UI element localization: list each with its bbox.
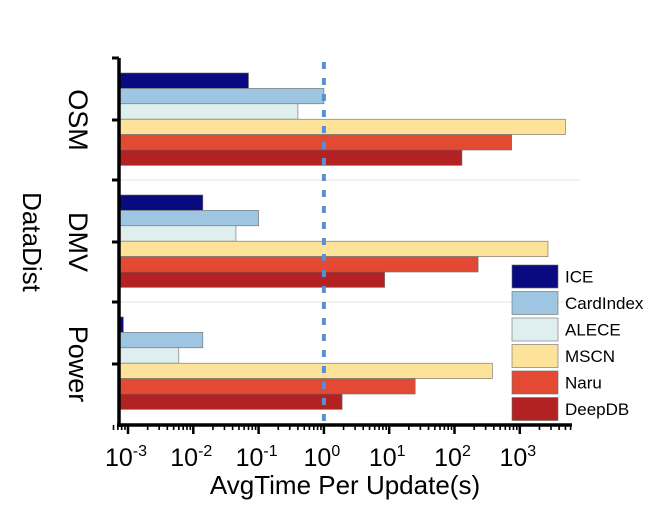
- legend-swatch-alece: [511, 317, 559, 342]
- bar-ice-osm: [118, 72, 249, 89]
- bar-cardindex-power: [118, 332, 204, 349]
- y-category-label-dmv: DMV: [63, 212, 93, 272]
- legend-label-alece: ALECE: [565, 321, 621, 340]
- legend-label-cardindex: CardIndex: [565, 294, 644, 313]
- bar-mscn-osm: [118, 118, 566, 135]
- x-tick-label: 10-3: [105, 443, 147, 472]
- x-ticks: 10-3 10-2 10-1 100 101 102 103: [105, 425, 572, 472]
- bar-naru-power: [118, 378, 416, 395]
- legend-label-mscn: MSCN: [565, 347, 615, 366]
- legend-swatch-cardindex: [511, 291, 559, 315]
- x-tick-label: 100: [304, 443, 341, 472]
- legend-swatch-ice: [511, 264, 559, 289]
- bar-deepdb-osm: [118, 149, 463, 166]
- bar-naru-dmv: [118, 256, 479, 273]
- legend-swatch-naru: [511, 370, 559, 395]
- bar-alece-osm: [118, 103, 299, 120]
- y-category-label-power: Power: [63, 326, 93, 403]
- bar-cardindex-dmv: [118, 210, 259, 227]
- y-axis-label: DataDist: [17, 192, 47, 292]
- bar-alece-power: [118, 347, 180, 364]
- legend-swatch-mscn: [511, 344, 559, 368]
- y-category-labels: OSM DMV Power: [63, 89, 93, 402]
- legend-label-deepdb: DeepDB: [565, 400, 629, 419]
- x-tick-label: 102: [434, 443, 471, 472]
- bar-mscn-power: [118, 362, 493, 379]
- bar-cardindex-osm: [118, 88, 325, 105]
- bar-deepdb-power: [118, 393, 343, 410]
- bar-deepdb-dmv: [118, 271, 385, 288]
- legend-label-ice: ICE: [565, 268, 593, 287]
- legend: ICE CardIndex ALECE MSCN Naru DeepDB: [511, 264, 644, 421]
- bar-ice-dmv: [118, 194, 204, 211]
- legend-label-naru: Naru: [565, 374, 602, 393]
- bar-alece-dmv: [118, 225, 237, 242]
- x-tick-label: 10-1: [236, 443, 278, 472]
- y-category-label-osm: OSM: [63, 89, 93, 151]
- x-tick-label: 10-2: [170, 443, 212, 472]
- legend-swatch-deepdb: [511, 397, 559, 421]
- bars: [118, 72, 566, 410]
- x-tick-label: 101: [369, 443, 406, 472]
- group-separators: [119, 179, 580, 303]
- x-axis-label: AvgTime Per Update(s): [210, 470, 480, 500]
- bar-mscn-dmv: [118, 240, 549, 257]
- x-tick-label: 103: [499, 443, 536, 472]
- bar-naru-osm: [118, 134, 512, 151]
